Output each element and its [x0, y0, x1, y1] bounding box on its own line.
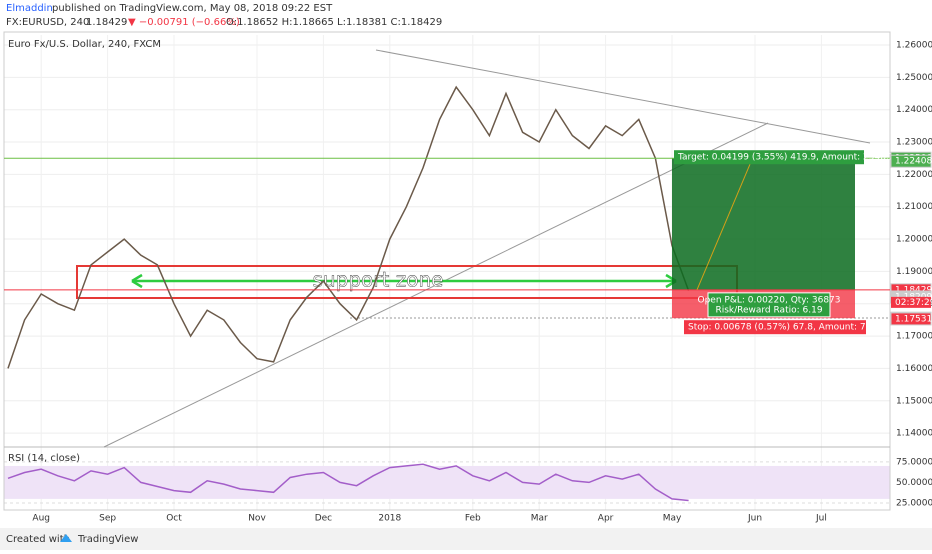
- x-tick-label: Sep: [99, 514, 116, 524]
- price-label: 1.22408: [895, 157, 932, 167]
- rsi-title: RSI (14, close): [8, 453, 80, 464]
- price-label: 1.18429: [895, 285, 932, 295]
- y-tick-label: 1.21000: [896, 202, 932, 212]
- ratio-label: Risk/Reward Ratio: 6.19: [715, 305, 822, 315]
- author: Elmaddin: [6, 3, 53, 14]
- y-tick-label: 1.25000: [896, 73, 932, 83]
- y-tick-label: 1.19000: [896, 267, 932, 277]
- countdown-box: [891, 296, 931, 308]
- footer-brand: TradingView: [77, 534, 138, 545]
- y-tick-label: 1.24000: [896, 105, 932, 115]
- y-tick-label: 1.17000: [896, 332, 932, 342]
- rsi-band: [4, 465, 890, 499]
- x-tick-label: Jun: [747, 514, 762, 524]
- chart-frame: [3, 31, 891, 511]
- y-tick-label: 1.14000: [896, 429, 932, 439]
- symbol: FX:EURUSD, 240: [6, 17, 89, 28]
- trend-line: [103, 122, 769, 448]
- target-label: Target: 0.04199 (3.55%) 419.9, Amount: 2…: [677, 153, 895, 163]
- chart-title: Euro Fx/U.S. Dollar, 240, FXCM: [8, 39, 161, 50]
- projection: [696, 164, 751, 291]
- target-box: [674, 150, 864, 165]
- y-tick-label: 1.23000: [896, 138, 932, 148]
- y-tick-label: 1.15000: [896, 396, 932, 406]
- y-tick-label: 1.20000: [896, 235, 932, 245]
- countdown: 02:37:29: [895, 298, 932, 308]
- y-tick-label: 1.16000: [896, 364, 932, 374]
- x-tick-label: Mar: [531, 514, 548, 524]
- footer-bar: [0, 528, 932, 550]
- last-price: 1.18429: [86, 17, 127, 28]
- y-tick-label: 1.22000: [896, 170, 932, 180]
- ohlc: O:1.18652 H:1.18665 L:1.18381 C:1.18429: [226, 17, 442, 28]
- y-tick-label: 50.0000: [896, 478, 932, 488]
- trend-line: [375, 49, 871, 144]
- price-label-box: [890, 154, 932, 168]
- pnl-label: Open P&L: 0.00220, Qty: 36873: [698, 295, 841, 305]
- price-label-box: [890, 312, 932, 326]
- y-tick-label: 75.0000: [896, 457, 932, 467]
- stop-box: [684, 320, 866, 335]
- pnl-box: [707, 292, 831, 318]
- published: published on TradingView.com, May 08, 20…: [52, 3, 333, 14]
- y-tick-label: 25.0000: [896, 499, 932, 509]
- x-tick-label: Aug: [32, 514, 50, 524]
- series-line: [7, 463, 689, 502]
- x-tick-label: Apr: [598, 514, 614, 524]
- series-line: [7, 85, 690, 369]
- x-tick-label: Dec: [315, 514, 332, 524]
- change: ▼ −0.00791 (−0.66%): [128, 17, 240, 28]
- x-tick-label: Jul: [815, 514, 827, 524]
- x-tick-label: Feb: [465, 514, 481, 524]
- y-tick-label: 1.26000: [896, 41, 932, 51]
- stop-label: Stop: 0.00678 (0.57%) 67.8, Amount: 750: [688, 323, 877, 333]
- x-tick-label: 2018: [378, 514, 401, 524]
- x-tick-label: Oct: [166, 514, 182, 524]
- x-tick-label: May: [663, 514, 682, 524]
- price-label: 1.17531: [895, 314, 932, 324]
- footer-created: Created with: [6, 534, 70, 545]
- arrow-head: [131, 273, 677, 289]
- x-tick-label: Nov: [248, 514, 266, 524]
- zone-label: support zone: [313, 268, 444, 292]
- target-zone: [672, 158, 855, 290]
- logo: [60, 534, 72, 542]
